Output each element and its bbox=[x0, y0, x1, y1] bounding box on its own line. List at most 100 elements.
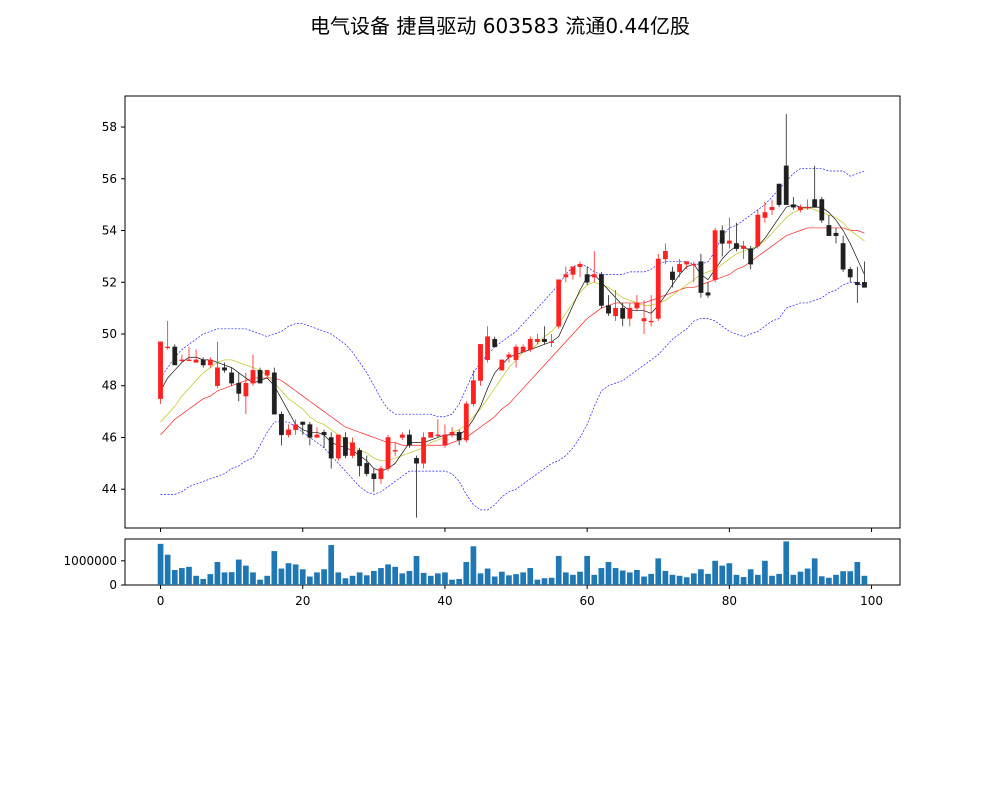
volume-bar bbox=[250, 572, 256, 585]
volume-bar bbox=[214, 562, 221, 585]
volume-bar bbox=[577, 571, 583, 585]
candle-body bbox=[655, 258, 661, 319]
volume-bar bbox=[634, 569, 640, 585]
volume-bar bbox=[186, 566, 192, 585]
volume-bar bbox=[413, 555, 420, 585]
candle-body bbox=[378, 468, 384, 480]
volume-bar bbox=[655, 558, 662, 585]
price-y-tick-label: 50 bbox=[102, 327, 117, 341]
candle-body bbox=[812, 199, 818, 208]
volume-x-tick-label: 100 bbox=[860, 594, 883, 608]
candle-body bbox=[556, 279, 562, 327]
volume-bar bbox=[847, 571, 854, 585]
chart-title: 电气设备 捷昌驱动 603583 流通0.44亿股 bbox=[310, 14, 690, 38]
candle-body bbox=[534, 338, 540, 342]
volume-bar bbox=[442, 572, 448, 585]
candle-body bbox=[165, 346, 171, 349]
price-y-tick-label: 56 bbox=[102, 172, 117, 186]
volume-bar bbox=[605, 562, 612, 585]
candle-body bbox=[755, 214, 761, 247]
volume-bar bbox=[378, 568, 384, 585]
candle-body bbox=[549, 341, 555, 343]
volume-bar bbox=[584, 555, 590, 585]
volume-bar bbox=[719, 565, 726, 585]
candle-body bbox=[805, 207, 810, 209]
candle-body bbox=[328, 437, 334, 459]
volume-bar bbox=[619, 570, 626, 585]
candle-body bbox=[236, 382, 242, 394]
candle-body bbox=[826, 225, 832, 236]
price-y-tick-label: 52 bbox=[102, 275, 117, 289]
volume-bar bbox=[342, 578, 349, 585]
candle-body bbox=[527, 338, 533, 350]
volume-x-tick-label: 20 bbox=[295, 594, 310, 608]
candle-body bbox=[712, 230, 718, 280]
volume-bar bbox=[221, 572, 228, 585]
candle-body bbox=[293, 424, 299, 430]
volume-bar bbox=[200, 578, 207, 585]
volume-bar bbox=[285, 563, 292, 585]
volume-bar bbox=[790, 574, 797, 585]
candle-body bbox=[264, 370, 270, 376]
volume-bar bbox=[385, 564, 391, 585]
candle-body bbox=[243, 382, 249, 397]
volume-bar bbox=[335, 572, 342, 585]
volume-bar bbox=[690, 573, 697, 585]
candle-body bbox=[470, 380, 476, 405]
volume-bar bbox=[164, 554, 171, 585]
volume-bar bbox=[179, 568, 185, 585]
volume-bar bbox=[598, 568, 605, 585]
candle-body bbox=[172, 346, 178, 366]
candle-body bbox=[840, 243, 846, 270]
volume-bar bbox=[861, 575, 868, 585]
candle-body bbox=[563, 274, 569, 278]
volume-panel: 0 1000000 0 20 40 60 80 100 bbox=[64, 538, 901, 608]
volume-x-tick-label: 80 bbox=[722, 594, 737, 608]
volume-bar bbox=[292, 564, 299, 585]
candle-body bbox=[485, 336, 491, 361]
volume-bar bbox=[314, 572, 320, 585]
ma-short-line bbox=[160, 204, 865, 472]
candle-body bbox=[271, 372, 277, 415]
volume-bar bbox=[171, 569, 178, 585]
candle-body bbox=[783, 165, 789, 205]
volume-bar bbox=[811, 558, 818, 585]
candle-body bbox=[734, 243, 739, 249]
volume-bar bbox=[818, 576, 825, 585]
volume-axes-frame bbox=[124, 538, 901, 586]
volume-bar bbox=[797, 571, 804, 585]
candle-body bbox=[684, 261, 690, 265]
candle-body bbox=[677, 263, 682, 273]
volume-bar bbox=[747, 569, 754, 585]
volume-bar bbox=[804, 568, 811, 585]
candle-body bbox=[584, 274, 590, 283]
candle-body bbox=[193, 359, 199, 363]
volume-bar bbox=[840, 571, 846, 585]
candle-body bbox=[798, 207, 803, 211]
volume-bar bbox=[612, 568, 619, 585]
volume-bar bbox=[463, 562, 470, 585]
candle-body bbox=[449, 432, 455, 436]
candle-body bbox=[371, 473, 377, 480]
candle-body bbox=[222, 367, 227, 371]
candle-body bbox=[726, 240, 732, 244]
volume-x-tick-label: 40 bbox=[437, 594, 452, 608]
volume-bar bbox=[257, 579, 263, 585]
candle-body bbox=[819, 199, 825, 221]
volume-bar bbox=[669, 574, 676, 585]
volume-bar bbox=[371, 570, 377, 585]
candle-body bbox=[335, 434, 341, 459]
volume-bar bbox=[854, 562, 861, 585]
candle-body bbox=[620, 307, 626, 319]
ma-long-line bbox=[160, 227, 865, 446]
volume-bar bbox=[392, 566, 399, 585]
candle-body bbox=[492, 338, 498, 348]
candle-body bbox=[606, 305, 611, 314]
volume-bar bbox=[491, 576, 498, 585]
candle-body bbox=[641, 318, 647, 322]
volume-bar bbox=[406, 570, 413, 585]
candle-body bbox=[435, 434, 441, 437]
price-y-tick-label: 58 bbox=[102, 120, 117, 134]
volume-bar bbox=[207, 574, 214, 585]
volume-x-tick-label: 60 bbox=[580, 594, 595, 608]
